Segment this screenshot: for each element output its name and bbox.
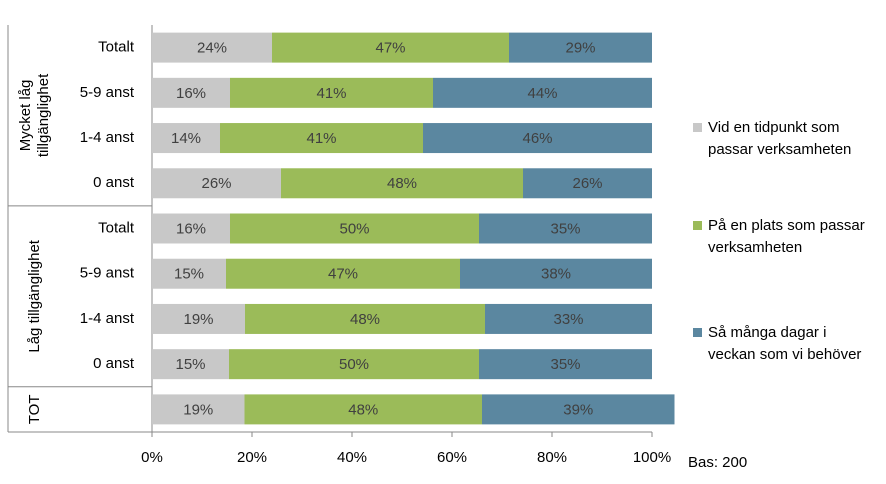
x-tick-label: 40% [337,449,367,466]
y-tick-label: 1-4 anst [80,310,135,327]
bar-segment [509,32,652,63]
data-label: 48% [350,311,380,328]
bar-segment [152,394,245,425]
y-tick-label: 0 anst [93,174,135,191]
data-label: 29% [565,40,595,57]
x-tick-label: 20% [237,449,267,466]
group-label-line: Låg tillgänglighet [26,239,43,352]
bar-segment [485,303,652,334]
data-label: 48% [348,401,378,418]
data-label: 47% [375,40,405,57]
data-label: 33% [553,311,583,328]
data-label: 41% [306,130,336,147]
x-tick-label: 60% [437,449,467,466]
bar-segment [482,394,675,425]
data-label: 38% [541,266,571,283]
group-label-line: TOT [26,395,43,425]
bar-segment [272,32,509,63]
bar-segment [423,123,652,154]
data-label: 14% [171,130,201,147]
x-tick-label: 80% [537,449,567,466]
data-label: 24% [197,40,227,57]
data-label: 26% [572,175,602,192]
bar-segment [244,394,482,425]
bar-segment [229,349,479,380]
group-label-line: Mycket låg [17,80,34,152]
x-tick-label: 100% [633,449,671,466]
data-label: 15% [174,266,204,283]
bar-segment [460,258,652,289]
bar-segment [226,258,460,289]
bar-segment [152,303,245,334]
bar-segment [281,168,523,199]
y-tick-label: 1-4 anst [80,129,135,146]
data-label: 35% [550,356,580,373]
bar-segment [152,123,220,154]
data-label: 46% [522,130,552,147]
group-label: Mycket lågtillgänglighet [17,73,52,157]
data-label: 26% [201,175,231,192]
data-label: 50% [339,220,369,237]
group-label: Låg tillgänglighet [26,239,43,352]
y-tick-label: 5-9 anst [80,265,135,282]
bar-segment [245,303,485,334]
bar-segment [479,349,652,380]
base-note: Bas: 200 [688,454,747,471]
legend-label: Så många dagar i veckan som vi behöver [708,324,861,363]
y-tick-label: Totalt [98,39,135,56]
bar-segment [220,123,423,154]
data-label: 16% [176,85,206,102]
bar-segment [152,258,226,289]
data-label: 19% [183,401,213,418]
data-label: 16% [176,220,206,237]
group-label: TOT [26,395,43,425]
bar-segment [152,213,230,244]
legend-label: Vid en tidpunkt som passar verksamheten [708,119,851,158]
data-label: 50% [339,356,369,373]
data-label: 47% [328,266,358,283]
legend-label: På en plats som passar verksamheten [708,217,865,256]
legend-swatch [693,123,702,132]
data-label: 15% [175,356,205,373]
bar-segment [433,77,652,108]
bar-segment [152,349,229,380]
bar-segment [152,32,272,63]
data-label: 41% [316,85,346,102]
data-label: 39% [563,401,593,418]
legend-swatch [693,328,702,337]
y-tick-label: 0 anst [93,355,135,372]
bar-segment [230,213,479,244]
data-label: 44% [527,85,557,102]
bar-segment [479,213,652,244]
data-label: 35% [550,220,580,237]
bar-segment [152,168,281,199]
y-tick-label: 5-9 anst [80,84,135,101]
y-tick-label: Totalt [98,219,135,236]
group-label-line: tillgänglighet [35,73,52,157]
bar-segment [152,77,230,108]
data-label: 48% [387,175,417,192]
legend-swatch [693,221,702,230]
bar-segment [523,168,652,199]
x-tick-label: 0% [141,449,163,466]
bar-segment [230,77,433,108]
data-label: 19% [183,311,213,328]
